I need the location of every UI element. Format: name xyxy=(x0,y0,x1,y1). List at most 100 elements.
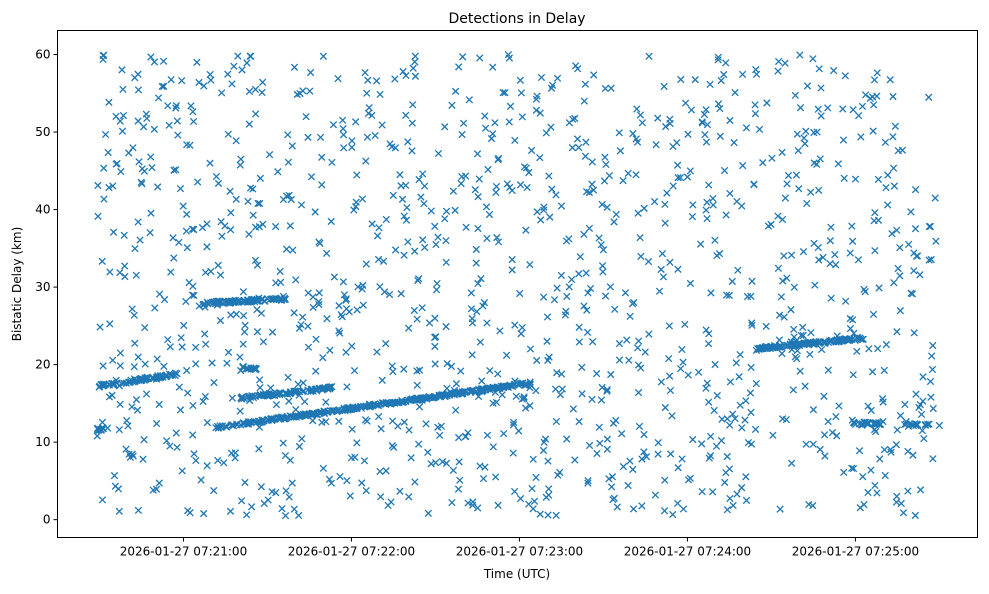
data-point xyxy=(669,182,677,190)
data-point xyxy=(813,160,821,168)
data-point xyxy=(106,320,114,328)
data-point xyxy=(104,148,112,157)
data-point xyxy=(173,117,182,125)
data-point xyxy=(311,208,319,216)
data-point xyxy=(116,349,125,357)
data-point xyxy=(880,446,889,454)
data-point xyxy=(795,339,803,347)
data-point xyxy=(479,302,487,310)
data-point xyxy=(442,236,450,245)
data-point xyxy=(868,93,877,101)
data-point xyxy=(139,455,147,463)
data-point xyxy=(679,505,688,513)
data-point xyxy=(540,203,548,211)
data-point xyxy=(893,426,901,434)
data-point xyxy=(131,244,139,253)
data-point xyxy=(243,511,251,519)
data-point xyxy=(199,300,208,309)
data-point xyxy=(597,396,606,404)
data-point xyxy=(816,155,824,163)
data-point xyxy=(709,194,717,203)
data-point xyxy=(673,499,682,508)
data-point xyxy=(121,272,129,281)
data-point xyxy=(782,415,791,424)
axis-ticks: 2026-01-27 07:21:00 2026-01-27 07:22:00 20… xyxy=(35,48,919,559)
data-point xyxy=(904,447,912,456)
data-point xyxy=(547,84,556,92)
data-point xyxy=(256,391,265,399)
data-point xyxy=(518,113,527,121)
data-point xyxy=(629,465,637,474)
data-point xyxy=(595,234,603,242)
data-point xyxy=(651,491,660,499)
data-point xyxy=(182,227,191,235)
data-point xyxy=(382,467,390,475)
data-point xyxy=(661,122,670,131)
data-point xyxy=(115,507,123,515)
data-point xyxy=(544,511,552,519)
data-point xyxy=(837,337,846,345)
data-point xyxy=(422,394,431,402)
data-point xyxy=(404,138,412,146)
data-point xyxy=(351,118,360,126)
data-point xyxy=(928,365,937,374)
data-point xyxy=(483,234,491,243)
data-point xyxy=(451,206,459,214)
data-point xyxy=(239,340,247,348)
data-point xyxy=(288,142,296,150)
data-point xyxy=(540,206,548,214)
data-point xyxy=(728,277,736,286)
data-point xyxy=(698,119,707,127)
data-point xyxy=(924,420,932,429)
data-point xyxy=(802,440,810,448)
data-point xyxy=(227,449,236,457)
data-point xyxy=(894,264,902,273)
data-point xyxy=(223,359,231,367)
data-point xyxy=(302,112,310,121)
data-point xyxy=(738,424,746,432)
data-point xyxy=(492,188,500,197)
data-point xyxy=(309,293,317,301)
data-point xyxy=(246,184,255,192)
data-point xyxy=(138,165,146,173)
data-point xyxy=(774,67,782,75)
data-point xyxy=(304,343,313,351)
data-point xyxy=(726,189,734,198)
data-point xyxy=(237,155,245,163)
data-point xyxy=(274,413,282,422)
data-point xyxy=(279,195,288,204)
data-point xyxy=(455,433,463,442)
data-point xyxy=(610,218,618,226)
data-point xyxy=(660,507,669,515)
data-point xyxy=(172,166,180,174)
data-point xyxy=(414,275,423,283)
data-point xyxy=(612,210,620,219)
data-point xyxy=(616,147,625,155)
data-point xyxy=(141,323,149,332)
data-point xyxy=(929,404,937,413)
data-point xyxy=(455,389,463,397)
data-point xyxy=(753,344,762,353)
data-point xyxy=(410,395,418,403)
data-point xyxy=(545,172,553,180)
data-point xyxy=(180,321,188,330)
data-point xyxy=(318,386,326,394)
data-point xyxy=(348,342,356,350)
data-point xyxy=(295,442,304,451)
data-point xyxy=(676,364,685,373)
data-point xyxy=(530,497,539,505)
data-point xyxy=(130,363,138,371)
data-point xyxy=(580,97,588,105)
data-point xyxy=(790,333,798,341)
data-point xyxy=(601,84,609,93)
data-point xyxy=(365,402,373,410)
data-point xyxy=(201,268,210,277)
data-point xyxy=(686,474,694,483)
data-point xyxy=(448,498,456,507)
data-point xyxy=(787,306,795,314)
data-point xyxy=(526,260,534,269)
data-point xyxy=(175,238,183,247)
data-point xyxy=(191,343,200,352)
data-point xyxy=(379,257,388,265)
data-point xyxy=(553,74,562,82)
